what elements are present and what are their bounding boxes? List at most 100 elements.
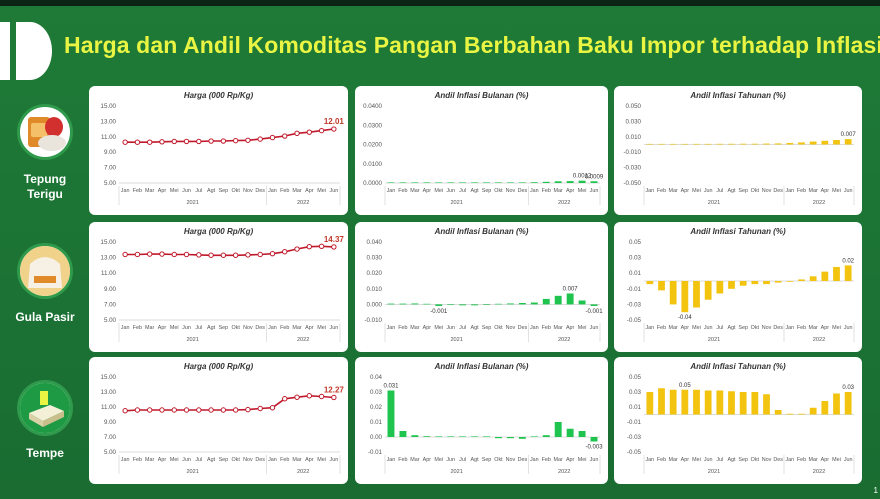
- x-tick-label: Mar: [669, 188, 678, 194]
- price-point: [196, 407, 202, 413]
- data-label: 0.0012: [573, 174, 592, 180]
- x-tick-label: Jun: [182, 457, 191, 463]
- data-bar: [590, 304, 598, 306]
- year-label: 2021: [186, 200, 198, 206]
- price-point: [220, 407, 227, 413]
- y-tick-label: 15.00: [101, 239, 117, 246]
- y-tick-label: 0.0300: [363, 122, 382, 129]
- price-point: [171, 251, 177, 258]
- chart-panel-harga-tepung: Harga (000 Rp/Kg) 15.00 13.00 11.00 9.00 7.00…: [89, 86, 348, 215]
- x-tick-label: Mar: [809, 325, 818, 331]
- data-bar: [483, 436, 490, 437]
- price-point: [245, 137, 251, 143]
- x-tick-label: Agt: [727, 457, 736, 463]
- x-tick-label: Mei: [832, 188, 841, 194]
- commodity-name-line2: Terigu: [27, 187, 63, 201]
- x-tick-label: Agt: [727, 188, 736, 194]
- data-bar: [471, 304, 479, 306]
- page-number: 1: [873, 486, 878, 495]
- y-tick-label: 11.00: [101, 134, 117, 141]
- year-label: 2022: [558, 469, 570, 475]
- y-tick-label: -0.050: [623, 180, 641, 187]
- data-bar: [774, 143, 782, 145]
- data-bar: [447, 304, 455, 306]
- price-point: [294, 130, 300, 137]
- y-tick-label: 0.00: [370, 434, 383, 441]
- x-tick-label: Feb: [542, 325, 551, 331]
- data-bar: [459, 304, 467, 306]
- data-bar: [844, 139, 852, 145]
- x-tick-label: Apr: [305, 325, 314, 331]
- year-label: 2021: [186, 469, 198, 475]
- data-bar: [739, 281, 747, 286]
- data-label: 0.031: [383, 384, 399, 390]
- y-tick-label: 0.010: [367, 286, 383, 293]
- data-bar: [423, 182, 431, 183]
- data-bar: [786, 142, 794, 145]
- data-bar: [447, 182, 455, 183]
- x-tick-label: Des: [773, 325, 783, 331]
- y-tick-label: 0.01: [629, 270, 642, 277]
- data-bar: [530, 302, 538, 305]
- price-point: [318, 393, 325, 400]
- x-tick-label: Feb: [797, 325, 806, 331]
- price-point: [331, 126, 337, 132]
- x-tick-label: Jun: [182, 325, 191, 331]
- commodity-name: Gula Pasir: [15, 310, 75, 324]
- data-bar: [821, 271, 829, 281]
- x-tick-label: Jan: [785, 188, 794, 194]
- x-tick-label: Jun: [844, 325, 853, 331]
- x-tick-label: Mei: [434, 188, 443, 194]
- x-tick-label: Jun: [704, 325, 713, 331]
- data-bar: [786, 281, 794, 282]
- x-tick-label: Mei: [170, 457, 179, 463]
- data-bar: [751, 392, 759, 415]
- x-tick-label: Jan: [785, 457, 794, 463]
- y-tick-label: -0.01: [627, 286, 642, 293]
- x-tick-label: Agt: [207, 325, 216, 331]
- x-tick-label: Mar: [554, 188, 563, 194]
- y-tick-label: 0.03: [370, 389, 383, 396]
- year-label: 2021: [450, 337, 462, 343]
- x-tick-label: Feb: [657, 188, 666, 194]
- x-tick-label: Jan: [268, 188, 277, 194]
- data-bar: [728, 391, 735, 415]
- year-label: 2021: [450, 469, 462, 475]
- x-tick-label: Jul: [195, 325, 202, 331]
- price-point: [183, 407, 190, 413]
- year-label: 2021: [708, 200, 720, 206]
- price-point: [269, 405, 276, 411]
- chart-title: Andil Inflasi Bulanan (%): [434, 227, 529, 236]
- x-tick-label: Jul: [195, 188, 202, 194]
- y-tick-label: 0.020: [367, 270, 383, 277]
- x-tick-label: Jan: [530, 457, 539, 463]
- data-bar: [566, 181, 574, 183]
- x-tick-label: Apr: [681, 325, 690, 331]
- year-label: 2022: [558, 200, 570, 206]
- y-tick-label: 13.00: [101, 389, 117, 396]
- x-tick-label: Jan: [645, 325, 654, 331]
- chart-panel-harga-tempe: Harga (000 Rp/Kg) 15.00 13.00 11.00 9.00 7.00…: [89, 357, 348, 484]
- data-bar: [786, 413, 794, 415]
- data-bar: [681, 389, 689, 415]
- price-point: [245, 252, 251, 258]
- data-bar: [518, 437, 526, 439]
- x-tick-label: Apr: [305, 457, 314, 463]
- x-tick-label: Mei: [692, 325, 701, 331]
- x-tick-label: Feb: [542, 457, 551, 463]
- y-tick-label: -0.03: [627, 434, 642, 441]
- x-tick-label: Okt: [231, 325, 240, 331]
- data-label: 0.007: [563, 286, 579, 292]
- price-point: [183, 251, 190, 258]
- x-tick-label: Feb: [797, 188, 806, 194]
- price-point: [257, 251, 263, 258]
- data-bar: [658, 143, 665, 145]
- x-tick-label: Mar: [145, 325, 154, 331]
- price-point: [232, 407, 239, 413]
- data-bar: [411, 182, 419, 183]
- year-label: 2022: [813, 200, 825, 206]
- flour-bag-icon: [17, 104, 73, 160]
- price-point: [269, 251, 276, 257]
- x-tick-label: Mar: [554, 457, 563, 463]
